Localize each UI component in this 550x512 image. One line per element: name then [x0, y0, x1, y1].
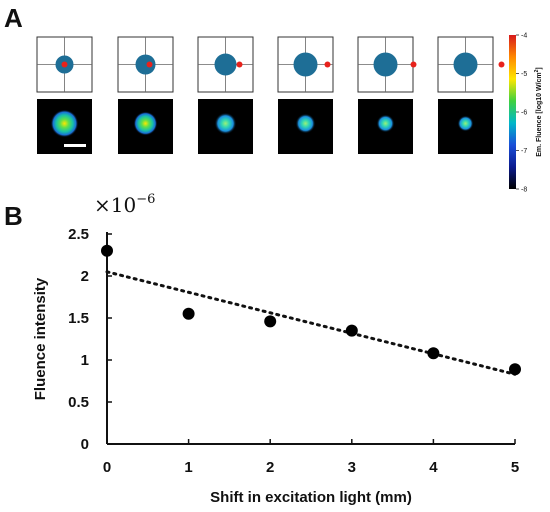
data-point: [264, 315, 277, 328]
fluence-spot: [457, 115, 474, 132]
data-point: [101, 244, 113, 257]
y-tick-label: 2.5: [68, 226, 89, 243]
x-tick-label: 1: [184, 459, 192, 476]
x-tick-label: 4: [429, 459, 438, 476]
panel-b-letter: B: [4, 201, 23, 231]
fluence-spot: [214, 112, 237, 135]
panel-a-letter: A: [4, 3, 23, 33]
colorbar: -4 -5 -6 -7 -8 Em. Fluence [log10 W/cm2]: [509, 33, 543, 194]
fluence-image: [438, 99, 493, 154]
scatter-chart: 0 0.5 1 1.5 2 2.5 0 1 2 3 4 5 Shift in excitation li…: [32, 226, 521, 506]
tissue-circle: [293, 52, 318, 77]
y-tick-label: 1.5: [68, 310, 89, 327]
schematic-row: [36, 36, 505, 93]
x-tick-label: 5: [511, 459, 519, 476]
fluence-spot: [376, 114, 395, 133]
schematic-panel: [117, 36, 174, 93]
excitation-dot: [324, 61, 331, 68]
colorbar-title: Em. Fluence [log10 W/cm2]: [534, 67, 543, 157]
fluence-spot: [50, 109, 79, 138]
fluence-spot: [295, 113, 316, 134]
x-axis-title: Shift in excitation light (mm): [210, 489, 412, 506]
colorbar-tick-label: -4: [521, 33, 527, 40]
x-tick-label: 2: [266, 459, 274, 476]
x-tick-label: 0: [103, 459, 111, 476]
fluence-image-row: [37, 99, 493, 154]
axis-multiplier: ×10−6: [94, 192, 155, 217]
tissue-circle: [135, 54, 156, 75]
excitation-dot: [410, 61, 417, 68]
colorbar-ticks: -4 -5 -6 -7 -8: [516, 33, 527, 194]
y-tick-label: 0: [81, 436, 89, 453]
colorbar-tick-label: -7: [521, 148, 527, 155]
fluence-image: [118, 99, 173, 154]
y-tick-label: 1: [81, 352, 89, 369]
fluence-image: [278, 99, 333, 154]
schematic-panel: [277, 36, 334, 93]
schematic-panel: [437, 36, 505, 93]
data-point: [427, 347, 440, 360]
fluence-image: [37, 99, 92, 154]
fluence-image: [198, 99, 253, 154]
excitation-dot: [236, 61, 243, 68]
scale-bar: [64, 144, 86, 147]
colorbar-tick-label: -8: [521, 187, 527, 194]
colorbar-tick-label: -5: [521, 71, 527, 78]
schematic-panel: [197, 36, 254, 93]
data-point: [345, 324, 358, 337]
fluence-spot: [133, 111, 158, 136]
tissue-circle: [373, 52, 398, 77]
data-point: [182, 307, 195, 320]
excitation-dot: [498, 61, 505, 68]
schematic-panel: [36, 36, 93, 93]
trendline: [105, 270, 517, 376]
fluence-image: [358, 99, 413, 154]
colorbar-tick-label: -6: [521, 110, 527, 117]
excitation-dot: [61, 61, 68, 68]
y-tick-label: 0.5: [68, 394, 89, 411]
schematic-panel: [357, 36, 417, 93]
x-tick-label: 3: [348, 459, 356, 476]
y-tick-label: 2: [81, 268, 89, 285]
y-axis-title: Fluence intensity: [32, 277, 49, 400]
data-point: [509, 363, 521, 376]
colorbar-gradient: [509, 35, 516, 189]
excitation-dot: [146, 61, 153, 68]
tissue-circle: [214, 53, 237, 76]
tissue-circle: [453, 52, 478, 77]
